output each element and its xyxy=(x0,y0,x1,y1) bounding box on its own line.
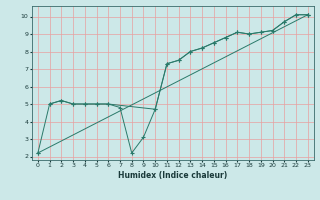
X-axis label: Humidex (Indice chaleur): Humidex (Indice chaleur) xyxy=(118,171,228,180)
